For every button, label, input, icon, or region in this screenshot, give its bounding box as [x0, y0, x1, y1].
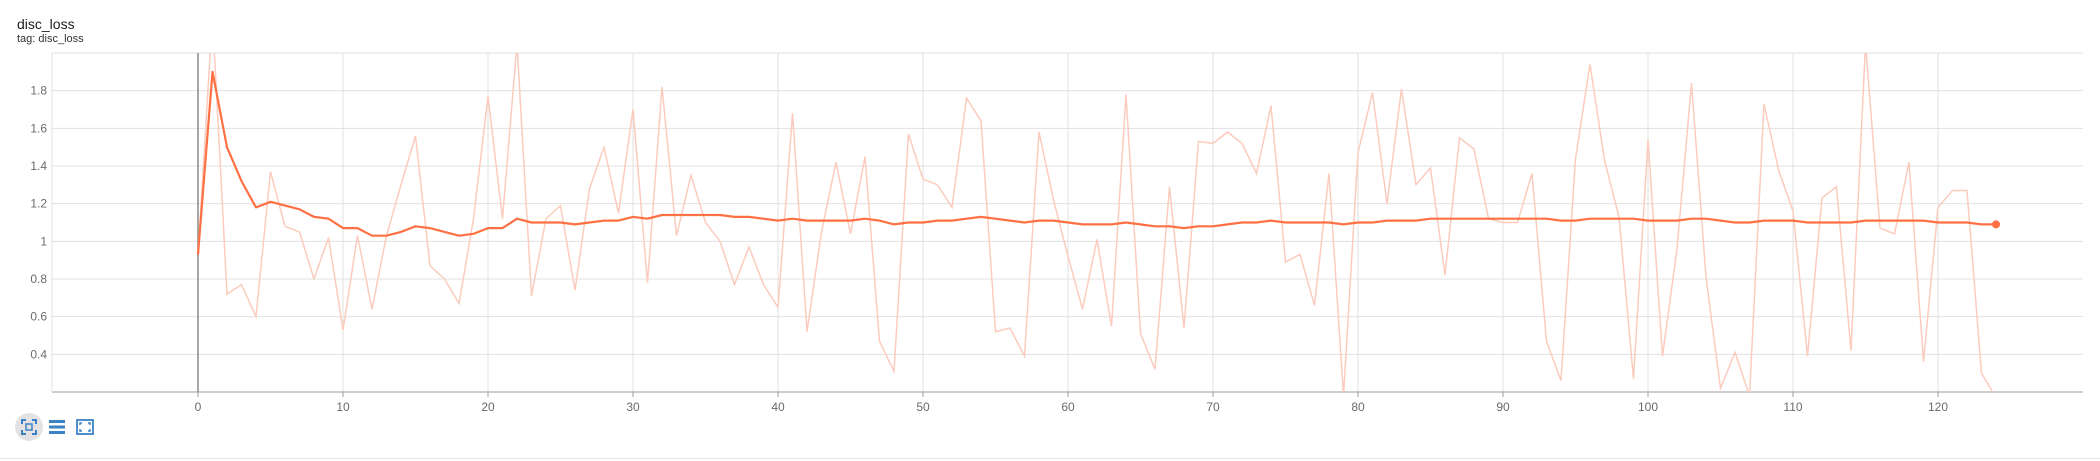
y-tick-label: 1	[40, 234, 47, 248]
x-tick-label: 50	[916, 400, 930, 414]
fit-to-domain-icon	[21, 419, 37, 435]
y-tick-label: 0.8	[30, 272, 47, 286]
series-endpoint-marker[interactable]	[1992, 220, 2000, 229]
expand-icon	[76, 419, 94, 435]
series-layer	[196, 15, 2000, 397]
y-tick-label: 1.8	[30, 84, 47, 98]
chart-header: disc_loss tag: disc_loss	[17, 16, 84, 46]
x-tick-label: 20	[481, 400, 495, 414]
x-tick-label: 90	[1496, 400, 1510, 414]
x-tick-label: 40	[771, 400, 785, 414]
x-tick-label: 110	[1783, 400, 1802, 414]
fit-to-domain-button[interactable]	[15, 413, 43, 441]
y-tick-label: 0.4	[30, 347, 47, 361]
x-gridlines	[197, 53, 1939, 397]
chart-tag: tag: disc_loss	[17, 33, 84, 45]
x-tick-label: 0	[195, 400, 202, 414]
x-tick-label: 70	[1206, 400, 1220, 414]
series-smoothed-line[interactable]	[196, 70, 1996, 255]
y-tick-label: 1.2	[30, 197, 47, 211]
expand-button[interactable]	[71, 413, 99, 441]
chart-axes	[51, 53, 2083, 393]
bottom-divider	[0, 458, 2100, 459]
chart-toolbar	[15, 413, 99, 441]
y-tick-label: 1.4	[30, 159, 47, 173]
log-scale-icon	[49, 420, 65, 434]
x-tick-label: 120	[1928, 400, 1948, 414]
chart-title: disc_loss	[17, 16, 75, 32]
x-tick-label: 30	[626, 400, 640, 414]
y-tick-labels: 0.4 0.6 0.8 1 1.2 1.4 1.6 1.8	[30, 84, 47, 362]
x-tick-labels: 0 10 20 30 40 50 60 70 80 90 100 110 120	[195, 400, 1949, 414]
series-raw-line[interactable]	[197, 15, 1996, 397]
x-tick-label: 10	[336, 400, 350, 414]
log-scale-button[interactable]	[43, 413, 71, 441]
y-tick-label: 1.6	[30, 121, 47, 135]
x-tick-label: 80	[1351, 400, 1365, 414]
x-tick-label: 100	[1638, 400, 1658, 414]
x-tick-label: 60	[1061, 400, 1075, 414]
y-tick-label: 0.6	[30, 310, 47, 324]
